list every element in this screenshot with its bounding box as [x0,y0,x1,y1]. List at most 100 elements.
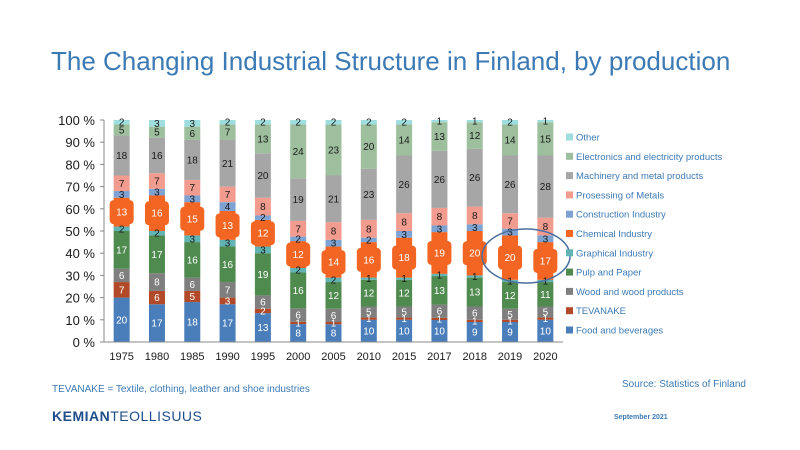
data-label: 17 [151,250,163,261]
bar-segment [466,319,483,323]
bar-segment [325,282,342,309]
bar-segment [219,239,236,247]
data-label: 26 [434,175,446,186]
y-tick-label: 0 % [73,335,96,350]
data-label: 1 [366,314,372,325]
bar-segment [113,282,130,298]
bar-segment [360,306,377,318]
bar-segment [431,317,448,321]
data-label: 16 [187,255,199,266]
bar-segment [537,306,554,318]
bar-segment [537,155,554,218]
x-tick-label: 1980 [145,351,169,363]
data-label: 7 [507,217,513,228]
data-label: 6 [154,293,160,304]
data-label-badge [215,213,240,238]
bar-segment [184,126,201,140]
bar-segment [360,319,377,342]
bar-segment [396,319,413,342]
bar-segment [466,206,483,225]
legend-swatch [566,287,573,295]
bar-segment [466,120,483,123]
data-label: 14 [504,135,516,146]
bar-segment [290,308,307,322]
y-tick-label: 100 % [58,113,95,128]
x-tick-label: 2005 [321,351,345,363]
data-label: 6 [189,129,195,140]
legend-label: Other [576,133,600,144]
data-label: 20 [116,315,128,326]
bar-segment [431,122,448,151]
legend-label: Chemical Industry [576,229,652,240]
data-label: 21 [328,194,340,205]
data-label: 3 [543,234,549,245]
data-label: 14 [328,258,340,269]
bar-segment [290,321,307,325]
legend-label: Wood and wood products [576,287,684,298]
data-label: 21 [222,159,234,170]
data-label: 2 [366,118,372,129]
y-tick-label: 60 % [65,202,95,217]
data-labels: 2076172133718521768172163716531856163153… [109,117,558,340]
x-tick-label: 2018 [462,351,486,363]
data-label: 20 [469,249,481,260]
bar-segment [219,246,236,283]
data-label: 20 [257,171,269,182]
bar-segment [502,322,519,342]
logo-regular-text: TEOLLISUUS [110,408,203,424]
legend-label: TEVANAKE [576,306,626,317]
bar-segment [113,120,130,125]
data-label: 2 [295,266,301,277]
bar-segment [325,239,342,247]
data-label: 20 [504,253,516,264]
data-label: 18 [187,155,199,166]
data-label: 1 [401,314,407,325]
data-label: 3 [154,188,160,199]
data-label: 2 [295,234,301,245]
data-label-badge [109,200,134,225]
bar-segment [431,150,448,208]
data-label: 12 [399,289,411,300]
x-axis: 1975 1980 1985 1990 1995 2000 2005 2010 2015 2017… [104,341,563,363]
bar-segment [431,273,448,277]
bar-segment [466,122,483,149]
legend-swatch [566,307,573,315]
bar-segment [254,153,271,198]
data-label: 3 [401,230,407,241]
data-label: 3 [189,194,195,205]
data-label: 1 [437,117,443,128]
data-label-badge [498,245,523,270]
bar-segment [184,242,201,278]
bar-segment [290,124,307,179]
bar-segment [537,120,554,123]
data-label: 1 [437,270,443,281]
data-label: 13 [434,286,446,297]
bar-segment [113,135,130,176]
data-label: 3 [260,245,266,256]
data-label: 7 [225,128,231,139]
legend-swatch [566,249,573,257]
bar-segment [148,188,165,196]
y-tick-label: 50 % [65,224,95,239]
bar-segment [113,226,130,231]
data-label: 3 [189,119,195,130]
data-label: 12 [504,291,516,302]
legend-label: Pulp and Paper [576,268,642,279]
x-tick-label: 2020 [533,351,557,363]
data-label: 5 [507,310,513,321]
bar-segment [148,231,165,236]
data-label: 1 [472,316,478,327]
data-label: 13 [222,221,234,232]
legend-label: Electronics and electricity products [576,152,723,163]
bar-segment [113,297,130,342]
footnote: TEVANAKE = Textile, clothing, leather an… [52,384,310,395]
bar-segment [466,277,483,307]
legend-swatch [566,133,573,141]
data-label: 7 [225,285,231,296]
bar-segment [184,290,201,303]
bar-segment [360,124,377,169]
data-label: 15 [187,214,199,225]
bar-segment [502,155,519,214]
bar-segment [184,179,201,196]
